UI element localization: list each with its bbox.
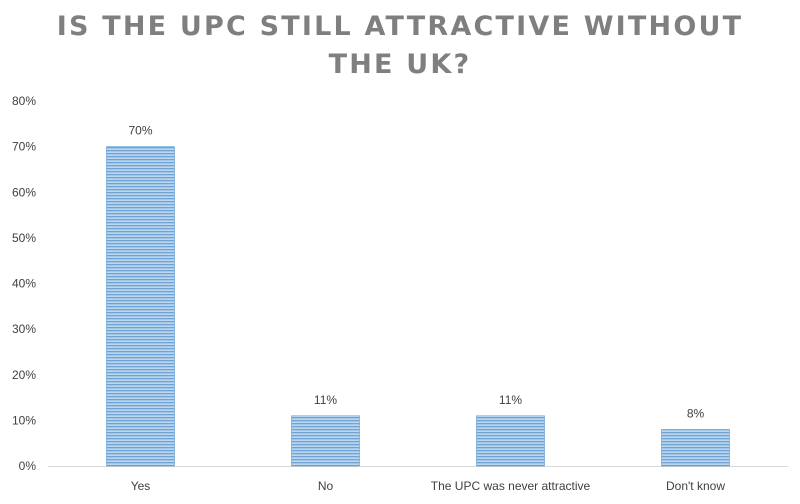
bar	[106, 146, 175, 467]
y-tick-label: 40%	[12, 277, 36, 291]
y-tick-label: 20%	[12, 368, 36, 382]
data-label: 70%	[128, 124, 152, 138]
x-tick-label: Yes	[131, 479, 151, 493]
bar	[661, 429, 730, 467]
y-tick-label: 30%	[12, 322, 36, 336]
y-tick-label: 10%	[12, 413, 36, 427]
y-tick-label: 80%	[12, 94, 36, 108]
y-tick-label: 60%	[12, 185, 36, 199]
x-axis-labels: Yes No The UPC was never attractive Don't k…	[131, 479, 726, 493]
x-tick-label: The UPC was never attractive	[431, 479, 591, 493]
y-axis: 0% 10% 20% 30% 40% 50% 60% 70% 80%	[12, 94, 36, 473]
y-tick-label: 0%	[19, 459, 37, 473]
y-tick-label: 50%	[12, 231, 36, 245]
bar	[476, 415, 545, 467]
data-label: 11%	[499, 393, 522, 407]
bar	[291, 415, 360, 467]
x-tick-label: No	[318, 479, 334, 493]
data-label: 11%	[314, 393, 337, 407]
y-tick-label: 70%	[12, 140, 36, 154]
data-label: 8%	[687, 407, 705, 421]
bars: 70% 11% 11% 8%	[106, 124, 730, 467]
x-tick-label: Don't know	[666, 479, 725, 493]
chart-title: IS THE UPC STILL ATTRACTIVE WITHOUT THE …	[56, 11, 744, 80]
